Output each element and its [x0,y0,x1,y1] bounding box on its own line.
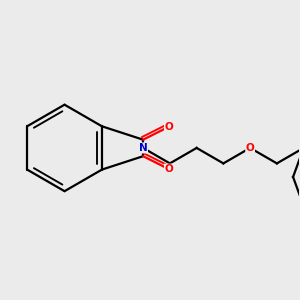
Text: O: O [246,143,254,153]
Text: N: N [139,143,148,153]
Text: O: O [164,164,173,174]
Text: O: O [164,122,173,132]
